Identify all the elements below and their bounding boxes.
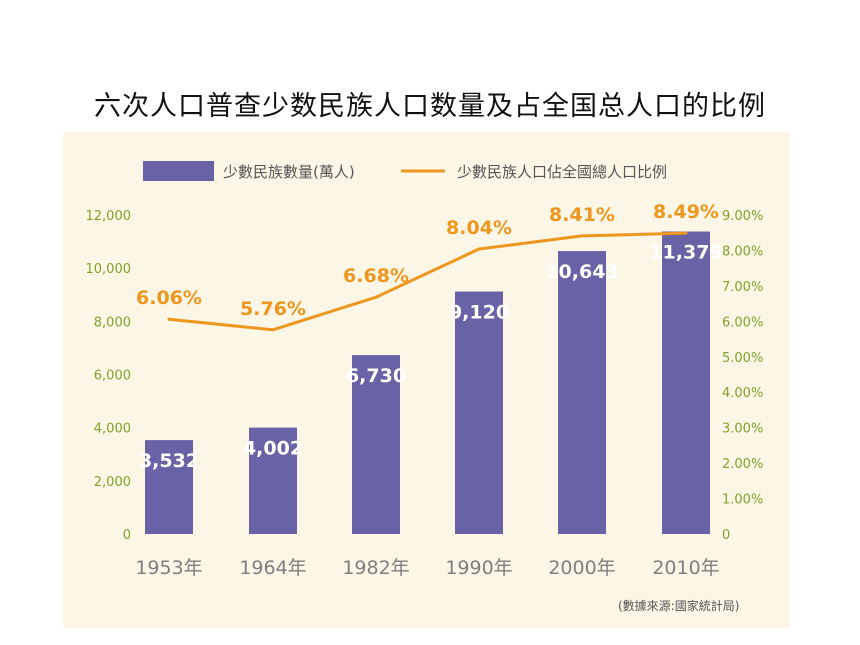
line-value-label: 6.06% bbox=[136, 287, 202, 309]
left-tick-label: 12,000 bbox=[86, 209, 132, 224]
bar bbox=[352, 355, 400, 534]
chart-panel: 少數民族數量(萬人) 少數民族人口佔全國總人口比例 0 2,000 4,000 6,0… bbox=[63, 132, 790, 628]
left-tick-label: 2,000 bbox=[94, 475, 131, 490]
left-tick-label: 6,000 bbox=[94, 369, 131, 384]
legend: 少數民族數量(萬人) 少數民族人口佔全國總人口比例 bbox=[143, 161, 667, 181]
x-tick-label: 1953年 bbox=[135, 557, 202, 579]
ratio-line bbox=[168, 231, 687, 332]
x-tick-label: 1982年 bbox=[342, 557, 409, 579]
legend-line-label: 少數民族人口佔全國總人口比例 bbox=[457, 163, 667, 181]
bar bbox=[455, 291, 503, 534]
right-tick-label: 5.00% bbox=[722, 351, 763, 366]
line-point bbox=[477, 247, 481, 251]
right-tick-label: 8.00% bbox=[722, 244, 763, 259]
x-axis: 1953年 1964年 1982年 1990年 2000年 2010年 bbox=[135, 557, 719, 579]
bar bbox=[558, 251, 606, 534]
right-axis: 0 1.00% 2.00% 3.00% 4.00% 5.00% 6.00% 7.00% 8.00… bbox=[722, 209, 763, 543]
line-point bbox=[271, 328, 275, 332]
right-tick-label: 4.00% bbox=[722, 386, 763, 401]
line-point bbox=[580, 234, 584, 238]
bar-value-label: 11,379 bbox=[649, 242, 722, 264]
left-tick-label: 8,000 bbox=[94, 315, 131, 330]
bar-value-label: 9,120 bbox=[449, 302, 509, 324]
x-tick-label: 1990年 bbox=[445, 557, 512, 579]
line-value-label: 5.76% bbox=[240, 298, 306, 320]
right-tick-label: 7.00% bbox=[722, 280, 763, 295]
x-tick-label: 2010年 bbox=[652, 557, 719, 579]
line-value-label: 6.68% bbox=[343, 265, 409, 287]
right-tick-label: 0 bbox=[722, 528, 730, 543]
right-tick-label: 3.00% bbox=[722, 422, 763, 437]
bar bbox=[662, 231, 710, 534]
line-point bbox=[167, 317, 171, 321]
left-tick-label: 4,000 bbox=[94, 422, 131, 437]
right-tick-label: 6.00% bbox=[722, 315, 763, 330]
x-tick-label: 2000年 bbox=[548, 557, 615, 579]
left-axis: 0 2,000 4,000 6,000 8,000 10,000 12,000 bbox=[86, 209, 132, 543]
bar-value-label: 10,643 bbox=[545, 261, 618, 283]
bar bbox=[249, 427, 297, 534]
right-tick-label: 1.00% bbox=[722, 493, 763, 508]
right-tick-label: 9.00% bbox=[722, 209, 763, 224]
bar-value-label: 6,730 bbox=[346, 365, 406, 387]
line-value-label: 8.04% bbox=[446, 217, 512, 239]
line-series: 6.06% 5.76% 6.68% 8.04% 8.41% 8.49% bbox=[136, 201, 719, 332]
bar-value-label: 4,002 bbox=[243, 438, 303, 460]
source-note: (數據來源:國家統計局) bbox=[618, 598, 739, 613]
line-point bbox=[374, 295, 378, 299]
right-tick-label: 2.00% bbox=[722, 457, 763, 472]
combo-chart: 少數民族數量(萬人) 少數民族人口佔全國總人口比例 0 2,000 4,000 6,0… bbox=[86, 161, 763, 613]
left-tick-label: 10,000 bbox=[86, 262, 132, 277]
page-title: 六次人口普查少数民族人口数量及占全国总人口的比例 bbox=[94, 91, 766, 122]
bar bbox=[145, 440, 193, 534]
line-value-label: 8.41% bbox=[549, 204, 615, 226]
line-value-label: 8.49% bbox=[653, 201, 719, 223]
legend-bar-swatch bbox=[143, 161, 214, 181]
line-point bbox=[684, 231, 688, 235]
legend-bar-label: 少數民族數量(萬人) bbox=[223, 163, 355, 181]
x-tick-label: 1964年 bbox=[239, 557, 306, 579]
left-tick-label: 0 bbox=[123, 528, 131, 543]
bar-value-label: 3,532 bbox=[139, 450, 199, 472]
bar-series: 3,532 4,002 6,730 9,120 10,643 11,379 bbox=[139, 231, 723, 534]
